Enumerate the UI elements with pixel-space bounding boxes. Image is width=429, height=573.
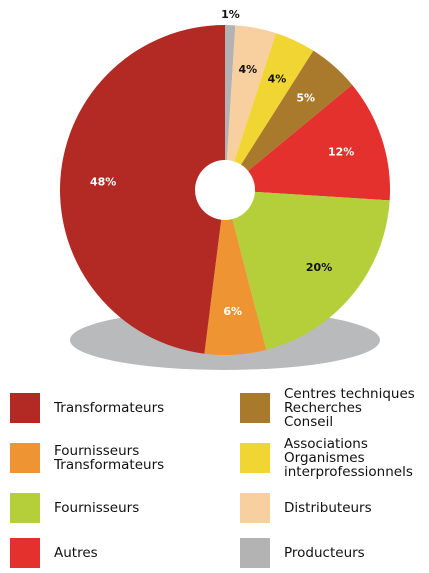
slice-label: 12%: [328, 145, 354, 158]
legend-swatch: [10, 443, 40, 473]
legend-swatch: [240, 538, 270, 568]
slice: [225, 25, 236, 161]
slice-label: 48%: [90, 175, 116, 188]
legend-label: Producteurs: [284, 545, 365, 561]
slice: [60, 25, 225, 354]
legend-label: Associations Organismes interprofessionn…: [284, 436, 413, 480]
legend-item: Fournisseurs Transformateurs: [10, 438, 164, 478]
slice: [226, 25, 276, 162]
legend-label: Autres: [54, 545, 98, 561]
slice: [241, 50, 353, 171]
legend-swatch: [10, 393, 40, 423]
legend-label: Centres techniques Recherches Conseil: [284, 386, 415, 430]
legend-swatch: [10, 493, 40, 523]
legend-label: Transformateurs: [54, 400, 165, 416]
legend-label: Fournisseurs Transformateurs: [54, 443, 165, 473]
slice-label: 1%: [221, 8, 240, 21]
legend-item: Associations Organismes interprofessionn…: [240, 436, 413, 480]
slice: [248, 84, 390, 201]
legend-label: Fournisseurs: [54, 500, 140, 516]
slice-label: 4%: [239, 63, 258, 76]
slice: [232, 191, 390, 350]
legend-item: Autres: [10, 533, 98, 573]
legend-item: Fournisseurs: [10, 488, 139, 528]
slice: [234, 33, 314, 165]
legend-swatch: [240, 393, 270, 423]
legend-item: Distributeurs: [240, 488, 372, 528]
legend-swatch: [10, 538, 40, 568]
legend-swatch: [240, 493, 270, 523]
slice-label: 5%: [296, 91, 315, 104]
legend-item: Transformateurs: [10, 388, 164, 428]
chart: 1% 4% 4% 5% 12% 20% 6% 48%: [60, 8, 390, 370]
legend-swatch: [240, 443, 270, 473]
slice-label: 6%: [223, 305, 242, 318]
legend-label: Distributeurs: [284, 500, 372, 516]
slice: [204, 219, 267, 355]
legend-item: Producteurs: [240, 533, 365, 573]
slice-label: 20%: [306, 261, 332, 274]
legend-item: Centres techniques Recherches Conseil: [240, 386, 415, 430]
slice-label: 4%: [268, 73, 287, 86]
